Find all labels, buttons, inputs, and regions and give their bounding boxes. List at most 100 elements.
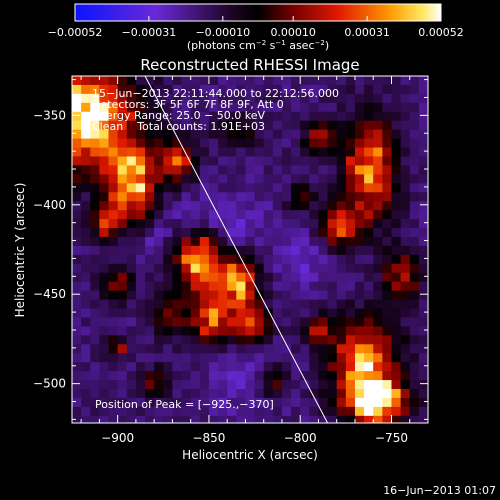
heatmap-cell [135, 192, 146, 202]
heatmap-cell [245, 156, 256, 167]
heatmap-cell [108, 192, 119, 202]
heatmap-cell [172, 165, 183, 175]
heatmap-cell [291, 174, 301, 184]
chart-title: Reconstructed RHESSI Image [140, 56, 359, 74]
heatmap-cell [309, 174, 320, 184]
heatmap-cell [263, 335, 274, 345]
heatmap-cell [373, 308, 383, 319]
heatmap-cell [190, 129, 201, 140]
heatmap-cell [373, 389, 383, 399]
colorbar-tick-label: 0.00052 [418, 26, 464, 39]
heatmap-cell [108, 397, 119, 408]
heatmap-cell [163, 290, 174, 301]
heatmap-cell [382, 236, 393, 247]
heatmap-cell [154, 174, 164, 184]
heatmap-cell [336, 84, 347, 95]
heatmap-cell [382, 406, 393, 417]
heatmap-cell [199, 102, 210, 113]
heatmap-cell [291, 397, 301, 408]
heatmap-cell [382, 192, 393, 202]
heatmap-cell [172, 281, 183, 292]
heatmap-cell [400, 380, 411, 390]
heatmap-cell [391, 210, 402, 220]
heatmap-cell [81, 335, 91, 345]
heatmap-cell [354, 317, 365, 328]
heatmap-cell [345, 362, 356, 372]
heatmap-cell [108, 156, 119, 167]
heatmap-cell [309, 415, 320, 423]
heatmap-cell [99, 102, 110, 113]
heatmap-cell [72, 353, 82, 363]
heatmap-cell [327, 201, 338, 211]
heatmap-cell [382, 326, 393, 336]
heatmap-cell [135, 174, 146, 184]
heatmap-cell [90, 406, 100, 417]
heatmap-cell [163, 147, 174, 158]
heatmap-cell [199, 299, 210, 310]
heatmap-cell [382, 263, 393, 274]
heatmap-cell [263, 236, 274, 247]
heatmap-cell [227, 380, 237, 390]
heatmap-cell [108, 111, 119, 122]
heatmap-cell [254, 415, 265, 423]
heatmap-cell [291, 290, 301, 301]
heatmap-cell [99, 406, 110, 417]
heatmap-cell [281, 201, 292, 211]
heatmap-cell [400, 138, 411, 149]
heatmap-cell [172, 415, 183, 423]
heatmap-cell [336, 129, 347, 140]
heatmap-cell [236, 228, 247, 238]
heatmap-cell [327, 228, 338, 238]
heatmap-cell [163, 228, 174, 238]
heatmap-cell [199, 210, 210, 220]
heatmap-cell [208, 147, 219, 158]
heatmap-cell [373, 93, 383, 104]
heatmap-cell [391, 138, 402, 149]
heatmap-cell [254, 102, 265, 113]
heatmap-cell [208, 129, 219, 140]
heatmap-cell [108, 308, 119, 319]
heatmap-cell [336, 76, 347, 86]
heatmap-cell [409, 353, 420, 363]
heatmap-cell [108, 76, 119, 86]
heatmap-cell [418, 397, 428, 408]
heatmap-cell [409, 299, 420, 310]
heatmap-cell [236, 138, 247, 149]
heatmap-cell [218, 84, 228, 95]
heatmap-cell [272, 326, 283, 336]
heatmap-cell [345, 389, 356, 399]
heatmap-cell [172, 397, 183, 408]
heatmap-cell [254, 299, 265, 310]
heatmap-cell [236, 219, 247, 229]
heatmap-cell [227, 335, 237, 345]
heatmap-cell [227, 272, 237, 283]
heatmap-cell [199, 84, 210, 95]
heatmap-cell [163, 406, 174, 417]
heatmap-cell [126, 263, 137, 274]
heatmap-cell [309, 281, 320, 292]
heatmap-cell [272, 290, 283, 301]
heatmap-cell [318, 254, 329, 265]
heatmap-cell [272, 335, 283, 345]
colorbar [74, 3, 442, 22]
heatmap-cell [218, 174, 228, 184]
heatmap-cell [227, 317, 237, 328]
heatmap-cell [409, 192, 420, 202]
heatmap-cell [172, 299, 183, 310]
heatmap-cell [291, 299, 301, 310]
heatmap-cell [117, 183, 128, 193]
heatmap-cell [336, 236, 347, 247]
heatmap-cell [108, 326, 119, 336]
heatmap-cell [345, 290, 356, 301]
heatmap-cell [336, 415, 347, 423]
heatmap-cell [336, 299, 347, 310]
heatmap-cell [126, 84, 137, 95]
heatmap-cell [382, 93, 393, 104]
heatmap-cell [409, 335, 420, 345]
heatmap-cell [163, 174, 174, 184]
heatmap-cell [345, 380, 356, 390]
heatmap-cell [245, 192, 256, 202]
heatmap-cell [327, 192, 338, 202]
heatmap-cell [281, 272, 292, 283]
annotation-block: 15−Jun−2013 22:11:44.000 to 22:12:56.000… [92, 87, 339, 133]
